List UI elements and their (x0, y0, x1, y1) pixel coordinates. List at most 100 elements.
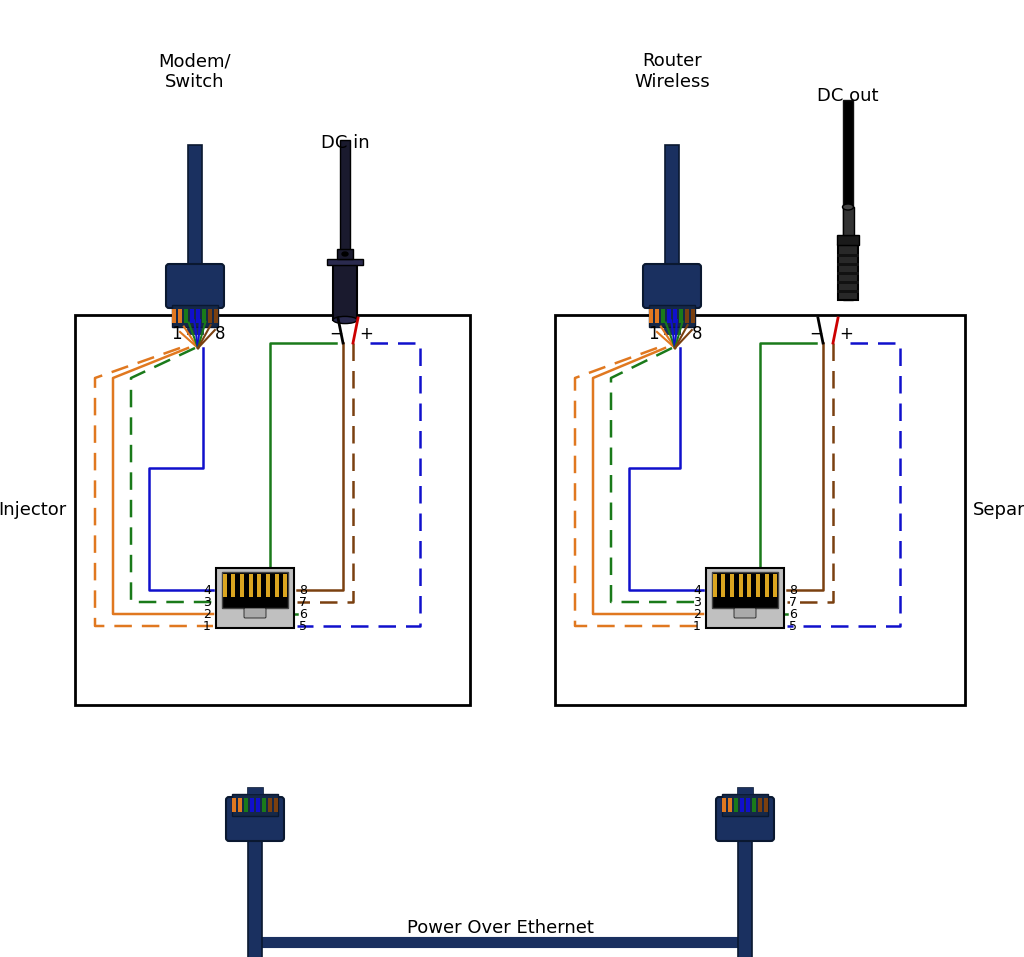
Text: 3: 3 (203, 595, 211, 609)
Text: 8: 8 (790, 584, 797, 596)
FancyBboxPatch shape (734, 608, 756, 618)
Bar (274, 574, 279, 597)
Text: 8: 8 (215, 325, 225, 343)
Bar (649, 309, 653, 323)
Bar (722, 574, 725, 597)
Text: Power Over Ethernet: Power Over Ethernet (407, 919, 594, 937)
Bar (208, 309, 212, 323)
Text: 2: 2 (693, 608, 701, 620)
Text: 1: 1 (171, 325, 181, 343)
Bar (555, 315, 965, 705)
FancyBboxPatch shape (643, 264, 701, 308)
Bar (190, 309, 194, 323)
Bar (337, 249, 353, 259)
Text: +: + (839, 325, 853, 343)
FancyBboxPatch shape (716, 797, 774, 841)
Bar (655, 309, 658, 323)
Bar (188, 145, 202, 305)
Text: Router
Wireless: Router Wireless (634, 52, 710, 91)
Bar (268, 798, 271, 812)
Bar (758, 798, 762, 812)
Bar (679, 309, 683, 323)
Bar (223, 574, 227, 597)
Text: −: − (329, 325, 343, 343)
Bar (240, 574, 244, 597)
Bar (262, 798, 266, 812)
Bar (239, 798, 242, 812)
Bar (837, 235, 859, 245)
Bar (737, 787, 753, 794)
Bar (756, 574, 760, 597)
Bar (333, 265, 357, 320)
Bar (257, 574, 261, 597)
Text: 4: 4 (203, 584, 211, 596)
Bar (232, 798, 236, 812)
Bar (284, 574, 287, 597)
Text: Modem/
Switch: Modem/ Switch (159, 52, 231, 91)
Bar (664, 327, 680, 334)
Text: 1: 1 (648, 325, 658, 343)
Bar (740, 798, 743, 812)
Bar (340, 140, 350, 320)
Bar (214, 309, 218, 323)
Text: DC out: DC out (817, 87, 879, 105)
Text: +: + (359, 325, 373, 343)
Bar (728, 798, 732, 812)
Bar (250, 798, 254, 812)
Text: 8: 8 (692, 325, 702, 343)
Bar (649, 305, 695, 327)
Ellipse shape (333, 317, 357, 323)
Text: 7: 7 (299, 595, 307, 609)
Bar (231, 574, 236, 597)
Bar (738, 800, 752, 957)
Bar (722, 798, 726, 812)
Bar (837, 281, 859, 284)
Bar (247, 787, 263, 794)
Bar (837, 263, 859, 266)
Bar (172, 309, 176, 323)
Text: 8: 8 (299, 584, 307, 596)
Text: 1: 1 (203, 619, 211, 633)
Bar (184, 309, 187, 323)
Bar (197, 309, 200, 323)
Bar (665, 145, 679, 305)
Bar (748, 574, 752, 597)
Bar (837, 272, 859, 275)
Bar (713, 574, 717, 597)
Bar (753, 798, 756, 812)
Bar (738, 574, 742, 597)
Bar (232, 794, 278, 816)
Bar (712, 572, 778, 608)
Text: 7: 7 (790, 595, 797, 609)
Bar (178, 309, 182, 323)
Text: Injector: Injector (0, 501, 67, 519)
Bar (662, 309, 665, 323)
FancyBboxPatch shape (226, 797, 284, 841)
Text: 2: 2 (203, 608, 211, 620)
Bar (222, 572, 288, 608)
Ellipse shape (843, 204, 853, 210)
Bar (843, 100, 853, 300)
Bar (187, 327, 203, 334)
Bar (843, 207, 853, 235)
FancyBboxPatch shape (216, 568, 294, 628)
Bar (764, 798, 768, 812)
Ellipse shape (342, 252, 348, 256)
Text: 3: 3 (693, 595, 701, 609)
Bar (274, 798, 278, 812)
Bar (837, 254, 859, 257)
Bar (668, 309, 671, 323)
Bar (256, 798, 260, 812)
Text: 4: 4 (693, 584, 701, 596)
Bar (734, 798, 738, 812)
Bar (202, 309, 206, 323)
Text: Separador: Separador (973, 501, 1024, 519)
FancyBboxPatch shape (706, 568, 784, 628)
Bar (837, 290, 859, 293)
Bar (249, 574, 253, 597)
Bar (730, 574, 734, 597)
Bar (685, 309, 689, 323)
Bar (248, 800, 262, 957)
Text: −: − (809, 325, 823, 343)
FancyBboxPatch shape (166, 264, 224, 308)
